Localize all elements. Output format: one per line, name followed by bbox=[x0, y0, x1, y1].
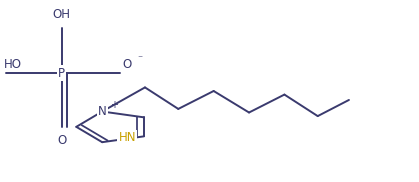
Text: O: O bbox=[57, 134, 66, 147]
Text: ⁻: ⁻ bbox=[137, 54, 142, 64]
Text: O: O bbox=[122, 58, 131, 71]
Text: OH: OH bbox=[53, 8, 71, 21]
Text: +: + bbox=[110, 100, 118, 110]
Text: N: N bbox=[98, 105, 106, 118]
Text: HN: HN bbox=[119, 131, 136, 144]
Text: P: P bbox=[58, 67, 65, 80]
Text: HO: HO bbox=[3, 58, 21, 71]
